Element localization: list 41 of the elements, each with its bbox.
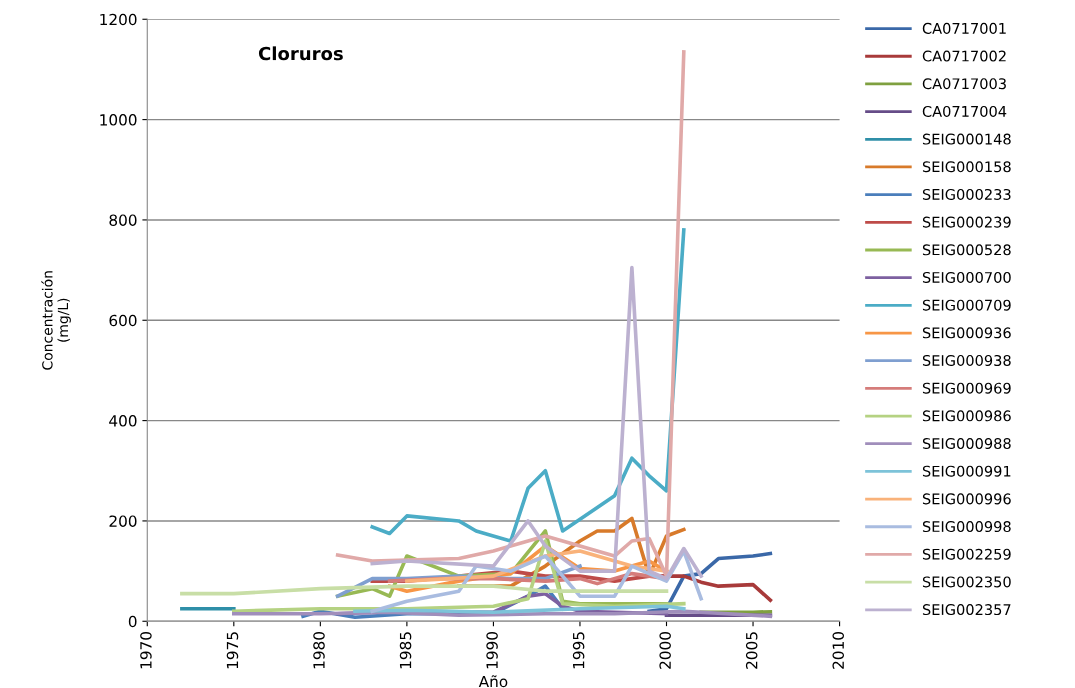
x-tick-label: 1975 [226,632,239,669]
legend-label: SEIG000709 [922,299,1011,311]
legend-label: SEIG000938 [922,354,1011,367]
x-tick-label: 1990 [486,632,498,669]
legend-label: CA0717002 [922,50,1006,62]
legend-label: SEIG000700 [922,271,1011,283]
legend-label: SEIG000991 [922,465,1011,477]
y-tick-label: 1200 [100,13,137,26]
legend-label: SEIG000969 [922,382,1011,394]
legend-label: SEIG002259 [922,548,1011,560]
legend-label: SEIG000233 [922,188,1011,200]
legend-label: SEIG002357 [922,604,1011,616]
legend-label: CA0717001 [922,22,1006,34]
legend-label: SEIG000148 [922,133,1011,145]
x-axis-title: Año [478,675,508,688]
y-axis-title: Concentración (mg/L) [41,271,71,370]
y-tick-label: 0 [128,615,137,628]
legend-label: SEIG000996 [922,493,1011,505]
legend-label: SEIG000986 [922,410,1011,422]
x-tick-label: 1970 [140,632,152,669]
y-tick-label: 600 [109,314,137,327]
x-tick-label: 1995 [572,632,585,669]
y-tick-label: 200 [109,515,137,527]
y-tick-label: 1000 [100,114,137,126]
text: Cloruros [258,46,343,61]
legend-label: CA0717003 [922,78,1006,90]
x-tick-label: 2000 [659,632,671,669]
legend-label: SEIG000936 [922,327,1011,339]
y-tick-label: 800 [109,214,137,226]
legend-label: SEIG000158 [922,161,1011,173]
x-tick-label: 1985 [399,632,412,669]
legend-label: CA0717004 [922,105,1007,117]
y-tick-label: 400 [109,415,137,427]
x-tick-label: 2005 [745,632,758,669]
legend-label: SEIG000988 [922,438,1011,450]
x-tick-label: 2010 [832,632,845,669]
legend-label: SEIG002350 [922,576,1011,588]
legend-label: SEIG000998 [922,521,1011,533]
legend-label: SEIG000239 [922,216,1011,228]
x-tick-label: 1980 [313,632,325,669]
legend-label: SEIG000528 [922,244,1011,256]
